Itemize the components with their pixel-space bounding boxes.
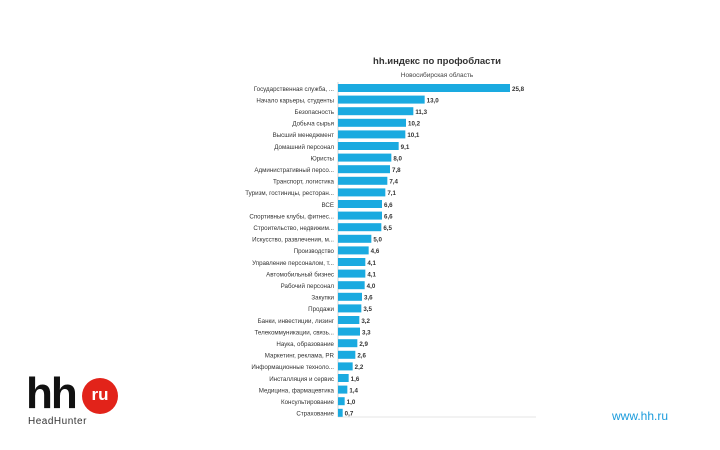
category-label: Управление персоналом, т... (252, 260, 334, 267)
category-label: Банки, инвестиции, лизинг (258, 318, 335, 325)
bar (338, 304, 362, 313)
category-label: Юристы (310, 155, 334, 162)
category-label: Рабочий персонал (281, 283, 335, 290)
value-label: 6,6 (384, 202, 393, 209)
bar (338, 258, 366, 266)
bar (338, 316, 360, 324)
chart-title: hh.индекс по профобласти (373, 56, 501, 67)
category-label: Медицина, фармацевтика (259, 387, 335, 394)
logo-name: HeadHunter (28, 416, 87, 427)
site-link[interactable]: www.hh.ru (612, 409, 669, 423)
bar (338, 130, 406, 139)
bar (338, 234, 372, 243)
category-label: Маркетинг, реклама, PR (265, 353, 335, 360)
category-label: Высший менеджмент (273, 132, 335, 139)
category-label: Строительство, недвижим... (253, 225, 334, 232)
value-label: 11,3 (415, 109, 427, 116)
category-label: Информационные техноло... (251, 364, 334, 371)
category-label: ВСЕ (321, 202, 334, 209)
category-label: Спортивные клубы, фитнес... (249, 213, 334, 220)
category-label: Безопасность (295, 109, 334, 116)
bar (338, 327, 360, 336)
bar (338, 211, 382, 220)
value-label: 7,8 (392, 167, 401, 174)
value-label: 25,8 (512, 86, 525, 93)
bar (338, 188, 386, 197)
category-label: Страхование (296, 411, 334, 418)
value-label: 6,6 (384, 213, 393, 220)
value-label: 2,6 (357, 353, 366, 360)
bar (338, 200, 382, 208)
value-label: 7,4 (389, 179, 398, 186)
bar (338, 153, 392, 162)
bar (338, 350, 356, 359)
value-label: 7,1 (387, 190, 396, 197)
category-label: Государственная служба, ... (254, 86, 335, 93)
category-label: Туризм, гостиницы, ресторан... (245, 190, 334, 197)
category-label: Административный персо... (254, 167, 334, 174)
bar (338, 165, 390, 174)
bar (338, 292, 362, 301)
category-label: Искусство, развлечения, м... (252, 237, 334, 244)
value-label: 4,1 (367, 260, 376, 267)
headhunter-logo[interactable]: hh ru HeadHunter (26, 372, 146, 428)
category-label: Начало карьеры, студенты (256, 97, 334, 104)
value-label: 3,2 (361, 318, 370, 325)
value-label: 1,0 (347, 399, 356, 406)
bar (338, 397, 345, 406)
value-label: 3,3 (362, 329, 371, 336)
logo-badge: ru (82, 378, 118, 414)
bar (338, 142, 399, 150)
bar (338, 84, 510, 92)
value-label: 10,2 (408, 121, 421, 128)
chart-subtitle: Новосибирская область (401, 71, 474, 79)
value-label: 9,1 (401, 144, 410, 151)
value-label: 4,0 (367, 283, 376, 290)
value-label: 3,6 (364, 295, 373, 302)
bar (338, 118, 406, 127)
value-label: 2,2 (355, 364, 364, 371)
value-label: 6,5 (383, 225, 392, 232)
bar (338, 107, 414, 116)
bar (338, 246, 369, 255)
value-label: 5,0 (373, 237, 382, 244)
bar (338, 385, 348, 394)
value-label: 2,9 (359, 341, 368, 348)
bar (338, 362, 353, 371)
value-label: 1,6 (351, 376, 360, 383)
category-label: Автомобильный бизнес (266, 271, 334, 278)
category-label: Добыча сырья (292, 121, 334, 128)
category-label: Наука, образование (276, 341, 334, 348)
bar (338, 269, 366, 278)
category-label: Закупки (311, 295, 334, 302)
bar (338, 176, 388, 185)
value-label: 3,5 (363, 306, 372, 313)
logo-mark: hh (26, 369, 78, 418)
value-label: 4,1 (367, 271, 376, 278)
category-label: Продажи (308, 306, 334, 313)
bar (338, 223, 382, 232)
value-label: 4,6 (371, 248, 380, 255)
bar (338, 281, 365, 290)
bar (338, 95, 425, 104)
bar (338, 339, 358, 348)
value-label: 8,0 (393, 155, 402, 162)
value-label: 13,0 (427, 97, 440, 104)
bar (338, 374, 349, 382)
category-label: Консультирование (281, 399, 335, 406)
category-label: Инсталляция и сервис (269, 376, 334, 383)
category-label: Домашний персонал (274, 144, 334, 151)
category-label: Производство (294, 248, 335, 255)
bar (338, 408, 343, 417)
category-label: Транспорт, логистика (273, 179, 335, 186)
bars-group: Государственная служба, ... 25,8 Начало ка… (245, 84, 525, 418)
value-label: 10,1 (407, 132, 420, 139)
value-label: 0,7 (345, 411, 354, 418)
category-label: Телекоммуникации, связь... (254, 329, 334, 336)
value-label: 1,4 (349, 387, 358, 394)
